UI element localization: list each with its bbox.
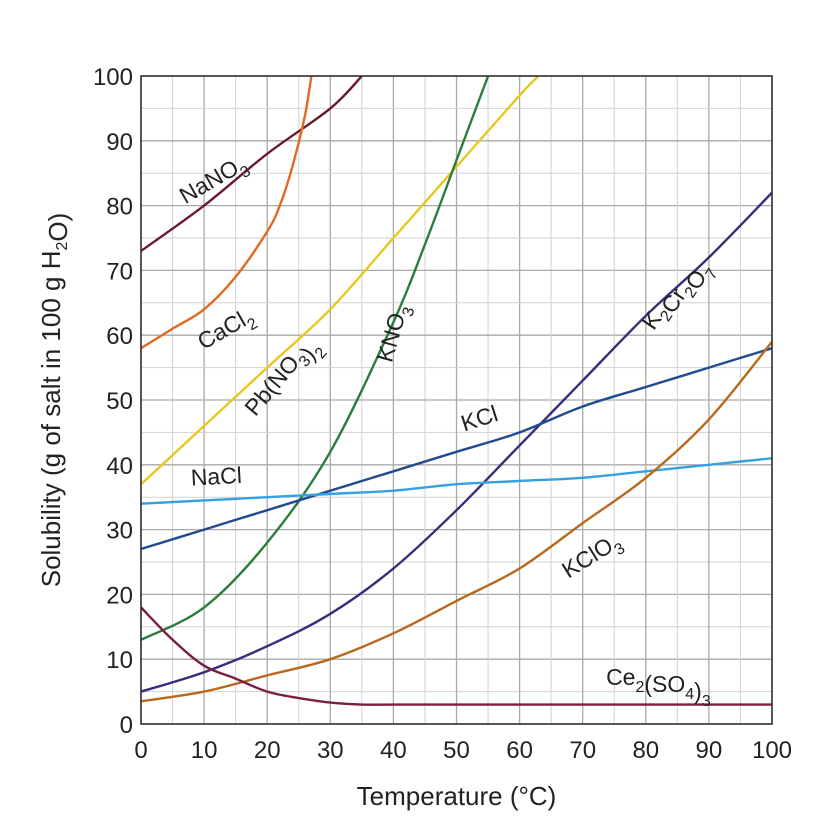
y-tick-label: 80 <box>106 194 133 221</box>
y-tick-label: 0 <box>120 712 133 739</box>
y-tick-label: 30 <box>106 518 133 545</box>
x-axis-title: Temperature (°C) <box>357 781 557 811</box>
y-axis-title: Solubility (g of salt in 100 g H2O) <box>36 213 73 588</box>
series-layer <box>141 76 772 706</box>
series-line-pb-no3-2 <box>141 76 540 486</box>
curve-label-kclo3: KClO3 <box>557 527 628 588</box>
curve-label-ce2-so4-3: Ce2(SO4)3 <box>606 664 711 710</box>
series-line-kno3 <box>141 76 490 641</box>
x-tick-label: 80 <box>632 737 659 764</box>
series-line-ce2-so4-3 <box>141 606 772 706</box>
curve-label-nano3: NaNO3 <box>175 150 254 214</box>
series-line-nano3 <box>141 76 363 252</box>
series-line-nacl <box>141 457 772 505</box>
x-tick-label: 10 <box>191 737 218 764</box>
series-line-k2cr2o7 <box>141 191 772 693</box>
y-tick-label: 100 <box>93 64 133 91</box>
series-line-kclo3 <box>141 340 772 703</box>
x-tick-label: 30 <box>317 737 344 764</box>
y-tick-label: 50 <box>106 388 133 415</box>
grid <box>140 75 773 725</box>
y-tick-label: 10 <box>106 647 133 674</box>
series-line-cacl2 <box>141 76 313 350</box>
y-tick-label: 60 <box>106 323 133 350</box>
series-line-kcl <box>141 347 772 551</box>
y-tick-label: 70 <box>106 258 133 285</box>
curve-label-nacl: NaCl <box>190 462 242 491</box>
x-tick-label: 50 <box>443 737 470 764</box>
tick-labels: 0 10 20 30 40 50 60 70 80 90 100 0 10 20 30 40 50 60 70 80 9… <box>93 64 792 764</box>
x-tick-label: 20 <box>254 737 281 764</box>
x-tick-label: 0 <box>134 737 147 764</box>
curve-label-kcl: KCl <box>458 400 501 436</box>
y-tick-label: 90 <box>106 129 133 156</box>
x-tick-label: 90 <box>696 737 723 764</box>
x-tick-label: 70 <box>569 737 596 764</box>
curve-label-kno3: KNO3 <box>371 301 418 366</box>
x-tick-label: 40 <box>380 737 407 764</box>
plot-frame <box>140 75 773 725</box>
x-tick-label: 60 <box>506 737 533 764</box>
y-tick-label: 20 <box>106 582 133 609</box>
x-tick-label: 100 <box>752 737 792 764</box>
y-tick-label: 40 <box>106 453 133 480</box>
